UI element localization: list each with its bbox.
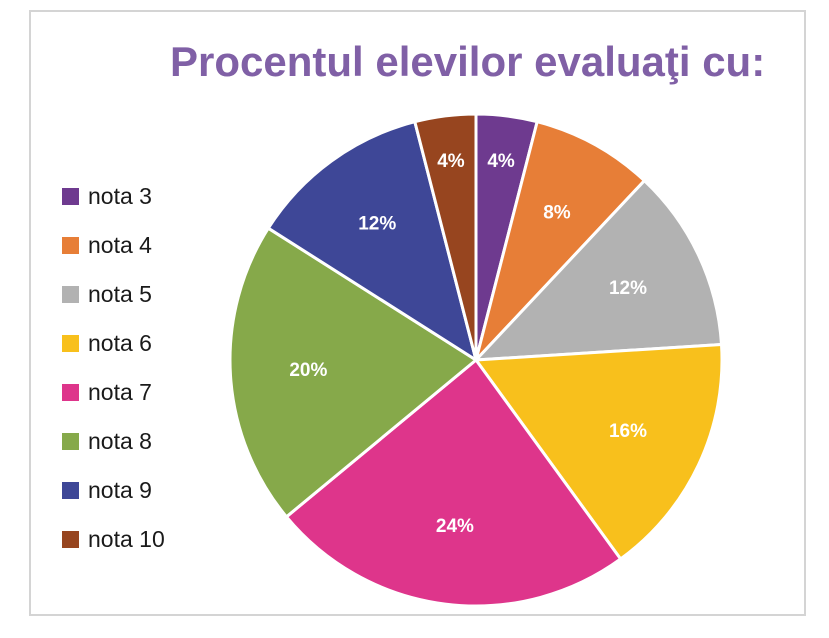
slice-label-nota-4: 8% [543, 202, 571, 223]
chart-title: Procentul elevilor evaluaţi cu: [170, 38, 766, 85]
legend-swatch [62, 433, 79, 450]
legend-swatch [62, 286, 79, 303]
slice-label-nota-6: 16% [609, 421, 647, 442]
pie-slice-nota-4 [474, 120, 646, 362]
legend-label: nota 10 [88, 526, 165, 552]
legend-swatch [62, 482, 79, 499]
legend-label: nota 3 [88, 183, 152, 209]
legend-label: nota 9 [88, 477, 152, 503]
legend-swatch [62, 384, 79, 401]
legend: nota 3 nota 4 nota 5 nota 6 nota 7 nota … [62, 172, 165, 564]
slice-label-nota-9: 12% [358, 214, 396, 235]
slice-label-nota-7: 24% [436, 516, 474, 537]
legend-swatch [62, 237, 79, 254]
slice-label-nota-5: 12% [609, 278, 647, 299]
pie-slice-nota-6 [474, 343, 724, 561]
legend-swatch [62, 335, 79, 352]
slice-label-nota-10: 4% [437, 151, 465, 172]
legend-label: nota 6 [88, 330, 152, 356]
legend-label: nota 5 [88, 281, 152, 307]
pie-slice-nota-7 [284, 358, 623, 608]
legend-item-nota-5: nota 5 [62, 270, 165, 319]
legend-item-nota-9: nota 9 [62, 466, 165, 515]
pie-slice-nota-10 [413, 112, 478, 362]
pie-slice-nota-9 [266, 120, 478, 362]
legend-swatch [62, 531, 79, 548]
legend-item-nota-3: nota 3 [62, 172, 165, 221]
slice-label-nota-3: 4% [487, 151, 515, 172]
legend-label: nota 7 [88, 379, 152, 405]
legend-item-nota-4: nota 4 [62, 221, 165, 270]
legend-item-nota-8: nota 8 [62, 417, 165, 466]
legend-swatch [62, 188, 79, 205]
legend-item-nota-10: nota 10 [62, 515, 165, 564]
legend-label: nota 8 [88, 428, 152, 454]
pie-slice-nota-5 [474, 179, 724, 362]
slice-label-nota-8: 20% [289, 360, 327, 381]
pie-slice-nota-8 [228, 226, 478, 519]
legend-label: nota 4 [88, 232, 152, 258]
legend-item-nota-7: nota 7 [62, 368, 165, 417]
legend-item-nota-6: nota 6 [62, 319, 165, 368]
